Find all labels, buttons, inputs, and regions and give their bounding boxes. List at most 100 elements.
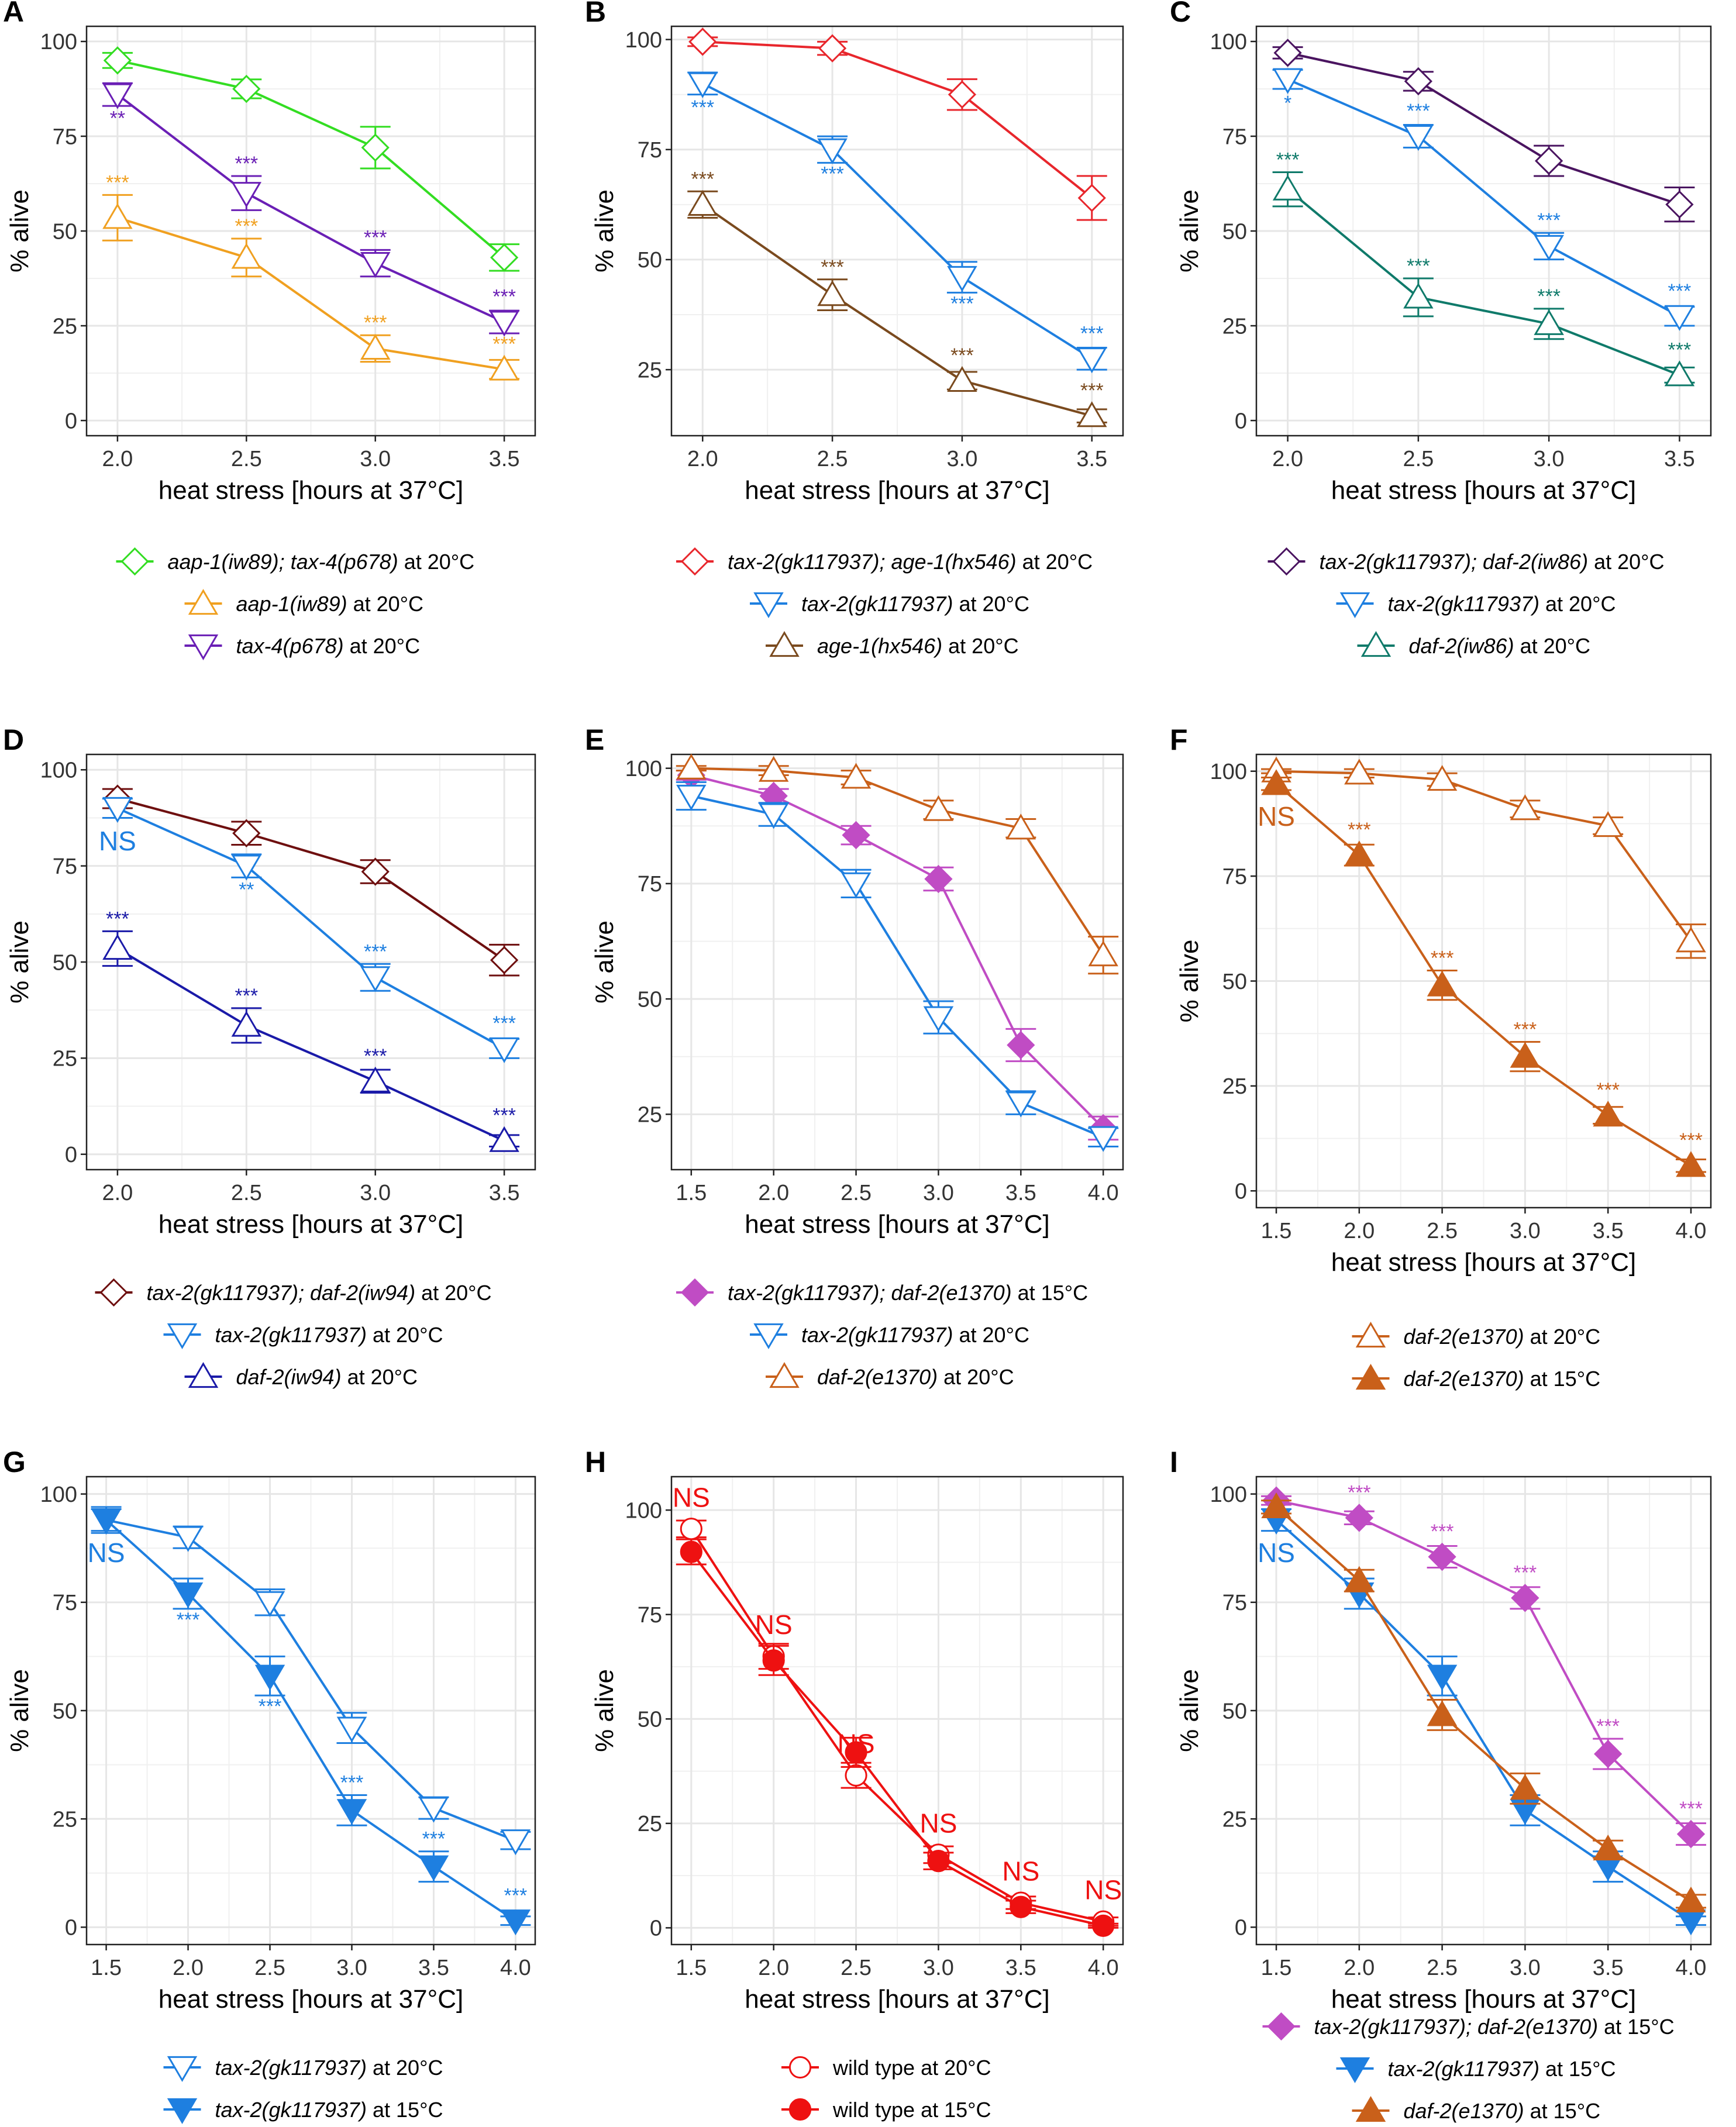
legend-label: daf-2(iw94) at 20°C [236, 1365, 418, 1389]
significance-stars: *** [1596, 1715, 1620, 1738]
x-tick-label: 2.5 [1427, 1956, 1458, 1980]
y-tick-label: 100 [40, 1483, 77, 1507]
data-point [1510, 1774, 1541, 1800]
legend-key-marker [1272, 547, 1301, 576]
series-line [117, 807, 505, 1050]
data-point [490, 243, 519, 272]
y-tick-label: 100 [40, 30, 77, 54]
data-point [845, 1741, 867, 1764]
series-1 [676, 1538, 1119, 1937]
data-point [1344, 1566, 1375, 1592]
series-1: NS******** [99, 797, 520, 1063]
x-tick-label: 1.5 [1261, 1219, 1292, 1243]
data-point [1261, 1492, 1291, 1518]
series-line [1275, 1519, 1692, 1922]
significance-stars: *** [691, 96, 714, 119]
data-point [1344, 759, 1375, 785]
data-point [688, 27, 717, 56]
legend-key-marker [769, 1362, 800, 1388]
data-point [1427, 765, 1458, 791]
significance-stars: *** [821, 256, 844, 278]
x-tick-label: 3.0 [923, 1181, 954, 1205]
data-point [1664, 360, 1695, 387]
data-point [102, 797, 133, 823]
x-axis-title: heat stress [hours at 37°C] [1331, 1985, 1636, 2014]
x-tick-label: 2.0 [1344, 1956, 1375, 1980]
panel-letter: A [3, 0, 24, 28]
panel-F: F 0 25 50 75 100 1.5 2.0 2.5 3.0 3.5 4.0 heat stress… [1170, 723, 1712, 1391]
series-line [690, 1551, 1104, 1927]
legend-genotype: age-1(hx546) [817, 634, 942, 658]
legend-key-marker [788, 2098, 812, 2121]
legend-temperature: at 20°C [1514, 634, 1590, 658]
x-axis-title: heat stress [hours at 37°C] [745, 1985, 1049, 2014]
series-line [116, 94, 505, 323]
data-point [173, 1582, 204, 1608]
data-point [1261, 769, 1291, 795]
panel-C: C 0 25 50 75 100 2.0 2.5 3.0 3.5 heat stress [hour… [1170, 0, 1712, 658]
data-point [1077, 347, 1107, 374]
y-tick-label: 0 [650, 1916, 662, 1941]
legend-temperature: at 15°C [1539, 2057, 1616, 2081]
x-tick-label: 4.0 [1676, 1219, 1707, 1243]
series-line [691, 767, 1104, 956]
legend-key-marker [1267, 2012, 1296, 2041]
data-point [1676, 1151, 1706, 1177]
legend-key-marker [1339, 592, 1370, 618]
x-tick-label: 2.5 [231, 447, 262, 471]
y-tick-label: 25 [53, 1047, 77, 1071]
data-point [841, 872, 872, 898]
data-point [762, 1649, 785, 1672]
legend-label: aap-1(iw89); tax-4(p678) at 20°C [168, 550, 475, 574]
legend-genotype: tax-2(gk117937); daf-2(e1370) [728, 1281, 1012, 1305]
data-point [1664, 305, 1695, 331]
panel-letter: H [585, 1446, 606, 1478]
legend: aap-1(iw89); tax-4(p678) at 20°C aap-1(iw… [116, 547, 475, 660]
legend-genotype: daf-2(e1370) [1404, 2099, 1524, 2123]
series-1: NS *** *** *** *** *** [88, 1508, 531, 1936]
series-0 [1272, 39, 1695, 223]
y-tick-label: 50 [638, 248, 662, 273]
x-tick-label: 2.5 [254, 1956, 285, 1980]
legend-label: daf-2(iw86) at 20°C [1409, 634, 1591, 658]
y-tick-label: 100 [1210, 760, 1247, 784]
legend-key-marker [1355, 1364, 1386, 1390]
data-point [1005, 1091, 1036, 1118]
data-point [924, 864, 953, 894]
data-point [489, 1037, 519, 1063]
x-tick-label: 3.0 [1510, 1219, 1541, 1243]
data-point [817, 138, 848, 164]
significance-stars: *** [1080, 380, 1104, 402]
legend-genotype: aap-1(iw89) [236, 592, 347, 616]
panel-E: E 25 50 75 100 1.5 2.0 2.5 3.0 3.5 4.0 heat stress … [585, 723, 1124, 1389]
legend-label: tax-2(gk117937); age-1(hx546) at 20°C [728, 550, 1093, 574]
data-point [1593, 811, 1623, 837]
legend-key-marker [1339, 2057, 1370, 2083]
legend-key-marker [99, 1278, 128, 1307]
y-tick-label: 50 [53, 950, 77, 975]
x-tick-label: 1.5 [676, 1181, 707, 1205]
x-tick-label: 2.5 [817, 447, 848, 471]
legend-temperature: at 20°C [1539, 592, 1616, 616]
data-point [1007, 1030, 1035, 1060]
x-tick-label: 2.0 [1344, 1219, 1375, 1243]
data-point [687, 189, 718, 216]
data-point [1510, 1042, 1541, 1068]
y-tick-label: 0 [1235, 1180, 1247, 1204]
data-point [1077, 401, 1107, 428]
legend-temperature: at 20°C [367, 1323, 443, 1347]
panel-letter: E [585, 723, 604, 756]
data-point [418, 1797, 449, 1823]
y-axis-title: % alive [5, 1669, 34, 1752]
data-point [254, 1664, 285, 1691]
data-point [1344, 840, 1375, 867]
x-tick-label: 3.5 [1593, 1219, 1624, 1243]
significance-stars: *** [492, 1105, 516, 1127]
significance-ns-label: NS [1258, 1537, 1295, 1568]
data-point [758, 756, 789, 782]
data-point [676, 753, 707, 780]
y-tick-label: 50 [638, 1708, 662, 1732]
data-point [232, 819, 261, 847]
significance-stars: *** [1514, 1561, 1537, 1584]
